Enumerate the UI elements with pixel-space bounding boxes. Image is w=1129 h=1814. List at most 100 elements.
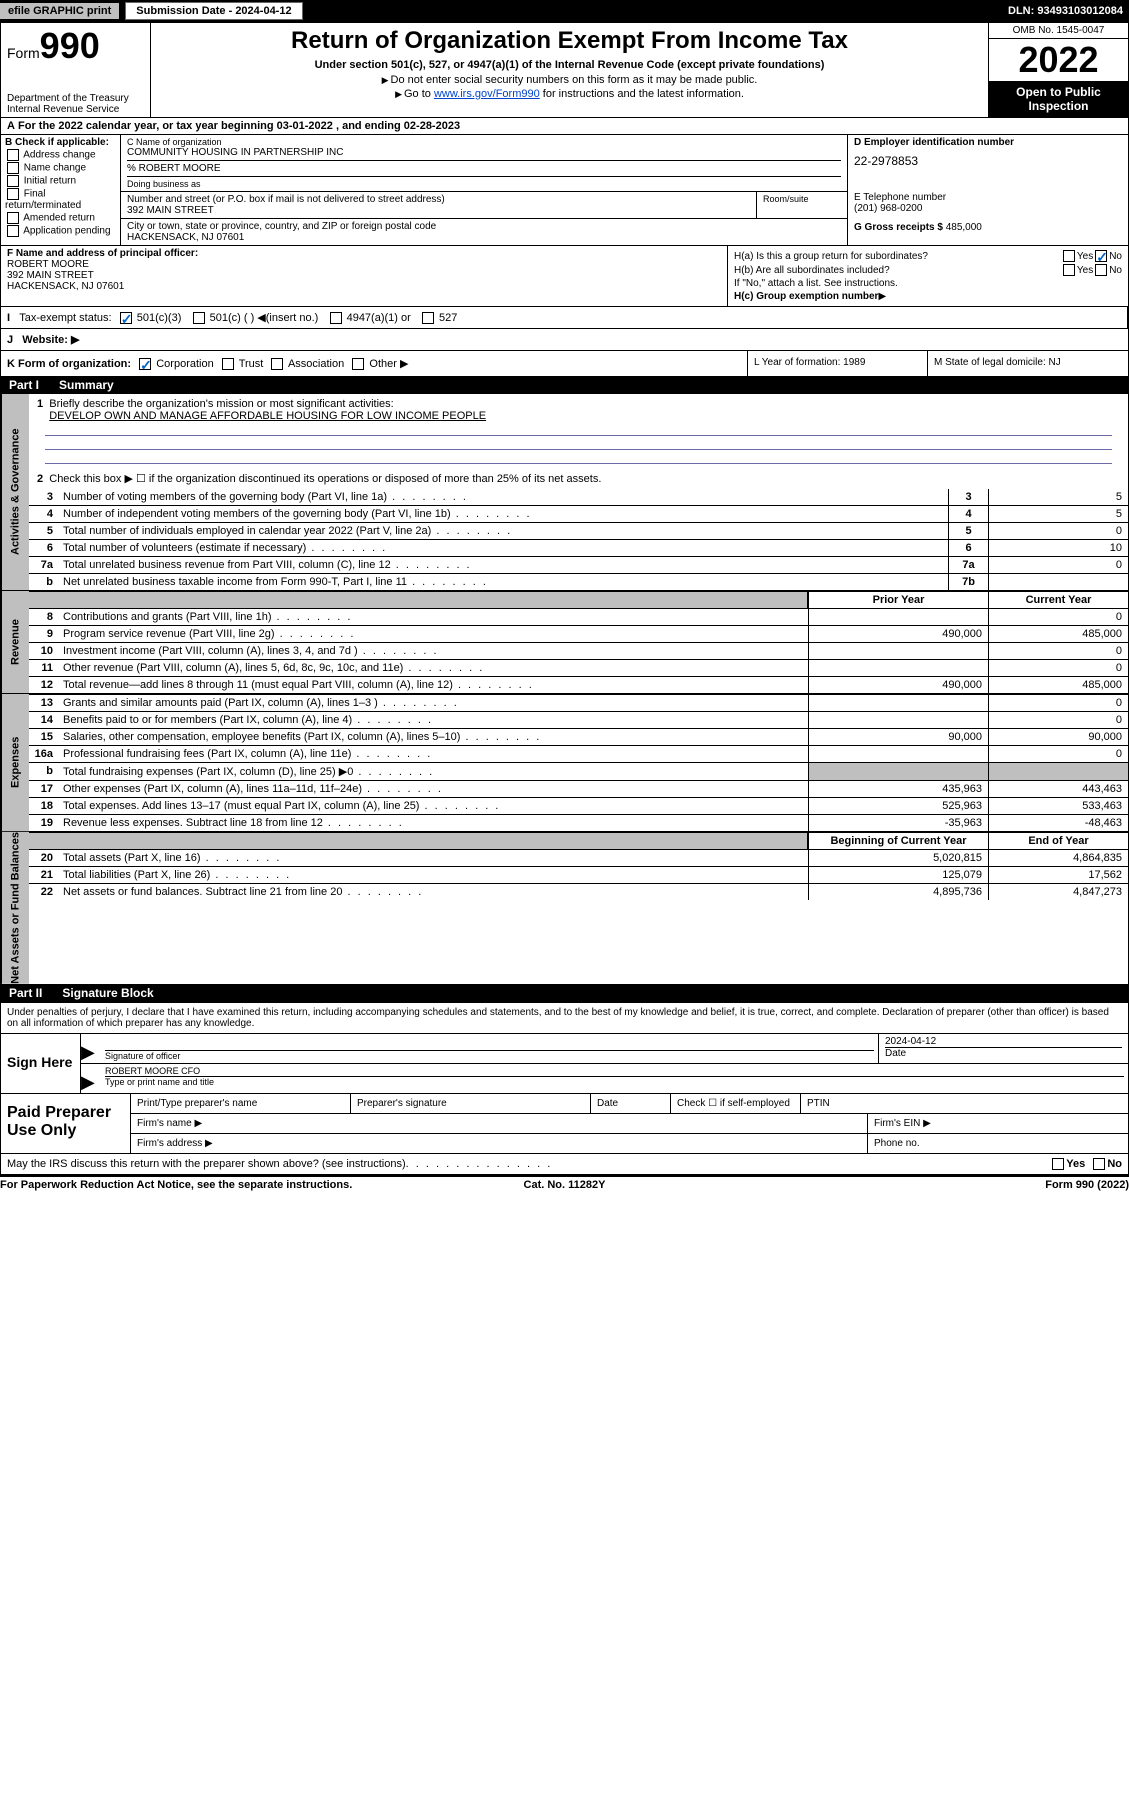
527-checkbox[interactable] <box>422 312 434 324</box>
may-irs-row: May the IRS discuss this return with the… <box>1 1153 1128 1174</box>
ha-yes-checkbox[interactable] <box>1063 250 1075 262</box>
firm-phone-label: Phone no. <box>868 1134 1128 1153</box>
ein-label: D Employer identification number <box>854 137 1122 148</box>
checkbox-application-pending[interactable]: Application pending <box>5 225 116 237</box>
section-d-e-g: D Employer identification number 22-2978… <box>848 135 1128 245</box>
summary-line-11: 11Other revenue (Part VIII, column (A), … <box>29 659 1128 676</box>
4947-checkbox[interactable] <box>330 312 342 324</box>
part2-header: Part II Signature Block <box>1 984 1128 1002</box>
dln-label: DLN: 93493103012084 <box>1008 5 1129 17</box>
irs-link[interactable]: www.irs.gov/Form990 <box>434 88 540 100</box>
prep-name-label: Print/Type preparer's name <box>131 1094 351 1113</box>
section-klm: K Form of organization: Corporation Trus… <box>1 350 1128 376</box>
section-h: H(a) Is this a group return for subordin… <box>728 246 1128 306</box>
paid-preparer-label: Paid Preparer Use Only <box>1 1094 131 1153</box>
summary-line-7a: 7aTotal unrelated business revenue from … <box>29 556 1128 573</box>
501c3-checkbox[interactable] <box>120 312 132 324</box>
end-year-header: End of Year <box>988 833 1128 849</box>
summary-line-6: 6Total number of volunteers (estimate if… <box>29 539 1128 556</box>
section-l: L Year of formation: 1989 <box>748 351 928 376</box>
summary-line-17: 17Other expenses (Part IX, column (A), l… <box>29 780 1128 797</box>
form-container: Form990 Department of the Treasury Inter… <box>0 22 1129 1175</box>
checkbox-name-change[interactable]: Name change <box>5 162 116 174</box>
phone-label: E Telephone number <box>854 192 1122 203</box>
ha-label: H(a) Is this a group return for subordin… <box>734 251 1061 262</box>
section-k: K Form of organization: Corporation Trus… <box>1 351 748 376</box>
header-left: Form990 Department of the Treasury Inter… <box>1 23 151 117</box>
side-label-nafb: Net Assets or Fund Balances <box>1 832 29 984</box>
signature-section: Sign Here ▶ Signature of officer 2024-04… <box>1 1033 1128 1093</box>
summary-line-9: 9Program service revenue (Part VIII, lin… <box>29 625 1128 642</box>
summary-line-16a: 16aProfessional fundraising fees (Part I… <box>29 745 1128 762</box>
prep-date-label: Date <box>591 1094 671 1113</box>
hb-yes-checkbox[interactable] <box>1063 264 1075 276</box>
trust-checkbox[interactable] <box>222 358 234 370</box>
type-name-label: Type or print name and title <box>105 1076 1124 1087</box>
summary-line-19: 19Revenue less expenses. Subtract line 1… <box>29 814 1128 831</box>
may-irs-yes-checkbox[interactable] <box>1052 1158 1064 1170</box>
summary-line-7b: bNet unrelated business taxable income f… <box>29 573 1128 590</box>
hc-label: H(c) Group exemption number <box>734 291 878 302</box>
checkbox-final-return[interactable]: Final return/terminated <box>5 188 116 211</box>
firm-ein-label: Firm's EIN ▶ <box>868 1114 1128 1133</box>
side-label-revenue: Revenue <box>1 591 29 693</box>
part1-subtitle: Summary <box>59 378 114 392</box>
summary-line-8: 8Contributions and grants (Part VIII, li… <box>29 608 1128 625</box>
sig-date-label: Date <box>885 1047 1122 1059</box>
officer-addr2: HACKENSACK, NJ 07601 <box>7 281 721 292</box>
corp-checkbox[interactable] <box>139 358 151 370</box>
section-b: B Check if applicable: Address change Na… <box>1 135 121 245</box>
phone-value: (201) 968-0200 <box>854 203 1122 214</box>
org-name: COMMUNITY HOUSING IN PARTNERSHIP INC <box>127 147 841 158</box>
part1-header: Part I Summary <box>1 376 1128 394</box>
summary-line-4: 4Number of independent voting members of… <box>29 505 1128 522</box>
arrow-icon: ▶ <box>81 1034 101 1063</box>
prep-sig-label: Preparer's signature <box>351 1094 591 1113</box>
begin-end-header: Beginning of Current Year End of Year <box>29 832 1128 849</box>
city-label: City or town, state or province, country… <box>127 221 841 232</box>
current-year-header: Current Year <box>988 592 1128 608</box>
summary-line-18: 18Total expenses. Add lines 13–17 (must … <box>29 797 1128 814</box>
footer-right: Form 990 (2022) <box>753 1179 1129 1191</box>
part2-subtitle: Signature Block <box>62 986 153 1000</box>
page-footer: For Paperwork Reduction Act Notice, see … <box>0 1175 1129 1193</box>
checkbox-address-change[interactable]: Address change <box>5 149 116 161</box>
may-irs-no-checkbox[interactable] <box>1093 1158 1105 1170</box>
summary-line-10: 10Investment income (Part VIII, column (… <box>29 642 1128 659</box>
ptin-label: PTIN <box>801 1094 1128 1113</box>
form-title: Return of Organization Exempt From Incom… <box>155 27 984 55</box>
assoc-checkbox[interactable] <box>271 358 283 370</box>
section-i-row: I Tax-exempt status: 501(c)(3) 501(c) ( … <box>1 306 1128 328</box>
revenue-section: Revenue Prior Year Current Year 8Contrib… <box>1 590 1128 693</box>
side-label-expenses: Expenses <box>1 694 29 831</box>
street-address: 392 MAIN STREET <box>127 205 750 216</box>
summary-line-b: bTotal fundraising expenses (Part IX, co… <box>29 762 1128 780</box>
section-c: C Name of organization COMMUNITY HOUSING… <box>121 135 848 245</box>
section-f-h: F Name and address of principal officer:… <box>1 245 1128 306</box>
form-990-number: 990 <box>40 25 100 66</box>
form-subtitle: Under section 501(c), 527, or 4947(a)(1)… <box>155 59 984 71</box>
activities-governance-section: Activities & Governance 1 Briefly descri… <box>1 394 1128 590</box>
submission-date-button[interactable]: Submission Date - 2024-04-12 <box>125 2 302 20</box>
checkbox-amended-return[interactable]: Amended return <box>5 212 116 224</box>
goto-note: Go to www.irs.gov/Form990 for instructio… <box>155 88 984 100</box>
form-prefix: Form <box>7 45 40 61</box>
gross-receipts: G Gross receipts $ 485,000 <box>854 222 1122 233</box>
hb-label: H(b) Are all subordinates included? <box>734 265 1061 276</box>
firm-addr-label: Firm's address ▶ <box>131 1134 868 1153</box>
may-irs-text: May the IRS discuss this return with the… <box>7 1158 406 1170</box>
self-employed-label: Check ☐ if self-employed <box>671 1094 801 1113</box>
ha-no-checkbox[interactable] <box>1095 250 1107 262</box>
officer-label: F Name and address of principal officer: <box>7 248 198 259</box>
section-bcd: B Check if applicable: Address change Na… <box>1 134 1128 245</box>
other-checkbox[interactable] <box>352 358 364 370</box>
prior-current-header: Prior Year Current Year <box>29 591 1128 608</box>
hb-no-checkbox[interactable] <box>1095 264 1107 276</box>
department: Department of the Treasury Internal Reve… <box>7 93 144 115</box>
501c-checkbox[interactable] <box>193 312 205 324</box>
net-assets-section: Net Assets or Fund Balances Beginning of… <box>1 831 1128 984</box>
perjury-declaration: Under penalties of perjury, I declare th… <box>1 1002 1128 1033</box>
checkbox-initial-return[interactable]: Initial return <box>5 175 116 187</box>
section-b-label: B Check if applicable: <box>5 137 116 148</box>
efile-label[interactable]: efile GRAPHIC print <box>0 3 119 19</box>
